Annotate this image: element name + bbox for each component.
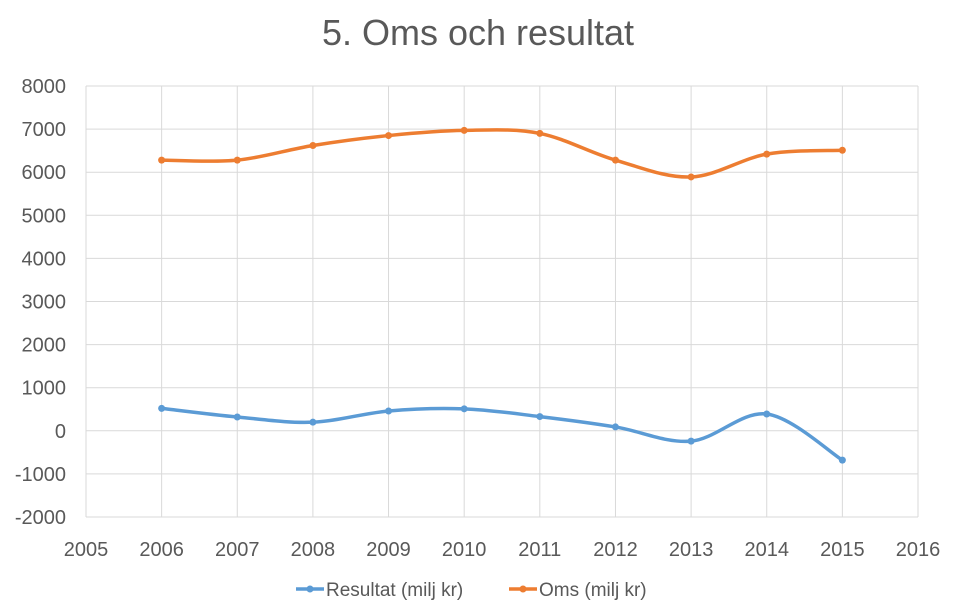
y-tick-label: -1000 — [15, 464, 66, 486]
data-point-oms — [460, 126, 468, 134]
data-point-resultat — [763, 410, 771, 418]
x-tick-label: 2007 — [215, 539, 260, 561]
data-point-oms — [838, 146, 846, 154]
y-tick-label: 0 — [55, 421, 66, 443]
x-tick-label: 2010 — [442, 539, 487, 561]
data-point-oms — [763, 150, 771, 158]
data-point-resultat — [309, 418, 317, 426]
data-point-resultat — [233, 413, 241, 421]
series-line-resultat — [159, 406, 845, 462]
data-point-resultat — [460, 405, 468, 413]
x-tick-label: 2012 — [593, 539, 638, 561]
legend-label-resultat: Resultat (milj kr) — [326, 580, 463, 601]
x-tick-label: 2005 — [64, 539, 109, 561]
x-tick-label: 2014 — [744, 539, 789, 561]
x-tick-label: 2009 — [366, 539, 411, 561]
data-point-resultat — [838, 456, 846, 464]
x-tick-label: 2016 — [896, 539, 941, 561]
y-tick-label: 6000 — [22, 162, 67, 184]
legend-label-oms: Oms (milj kr) — [539, 580, 647, 601]
data-point-oms — [611, 156, 619, 164]
y-tick-label: 7000 — [22, 119, 67, 141]
y-tick-label: 8000 — [22, 76, 67, 98]
x-tick-label: 2013 — [669, 539, 714, 561]
y-tick-label: 5000 — [22, 205, 67, 227]
legend-marker-oms — [519, 585, 527, 593]
legend-marker-resultat — [306, 585, 314, 593]
x-tick-label: 2008 — [291, 539, 336, 561]
y-tick-label: 4000 — [22, 248, 67, 270]
data-point-oms — [536, 129, 544, 137]
data-point-resultat — [611, 423, 619, 431]
x-tick-label: 2011 — [518, 539, 561, 561]
data-point-oms — [687, 173, 695, 181]
y-tick-label: 1000 — [22, 378, 67, 400]
data-point-oms — [233, 156, 241, 164]
chart-title: 5. Oms och resultat — [321, 12, 635, 53]
data-point-resultat — [687, 437, 695, 445]
y-tick-label: 2000 — [22, 335, 67, 357]
data-point-oms — [309, 141, 317, 149]
data-point-resultat — [385, 407, 393, 415]
x-tick-label: 2006 — [139, 539, 184, 561]
data-point-oms — [385, 132, 393, 140]
y-tick-label: -2000 — [15, 507, 66, 529]
x-tick-label: 2015 — [820, 539, 865, 561]
y-tick-label: 3000 — [22, 292, 67, 314]
series-line-oms — [159, 128, 845, 179]
data-point-resultat — [536, 413, 544, 421]
data-point-oms — [158, 156, 166, 164]
data-point-resultat — [158, 404, 166, 412]
